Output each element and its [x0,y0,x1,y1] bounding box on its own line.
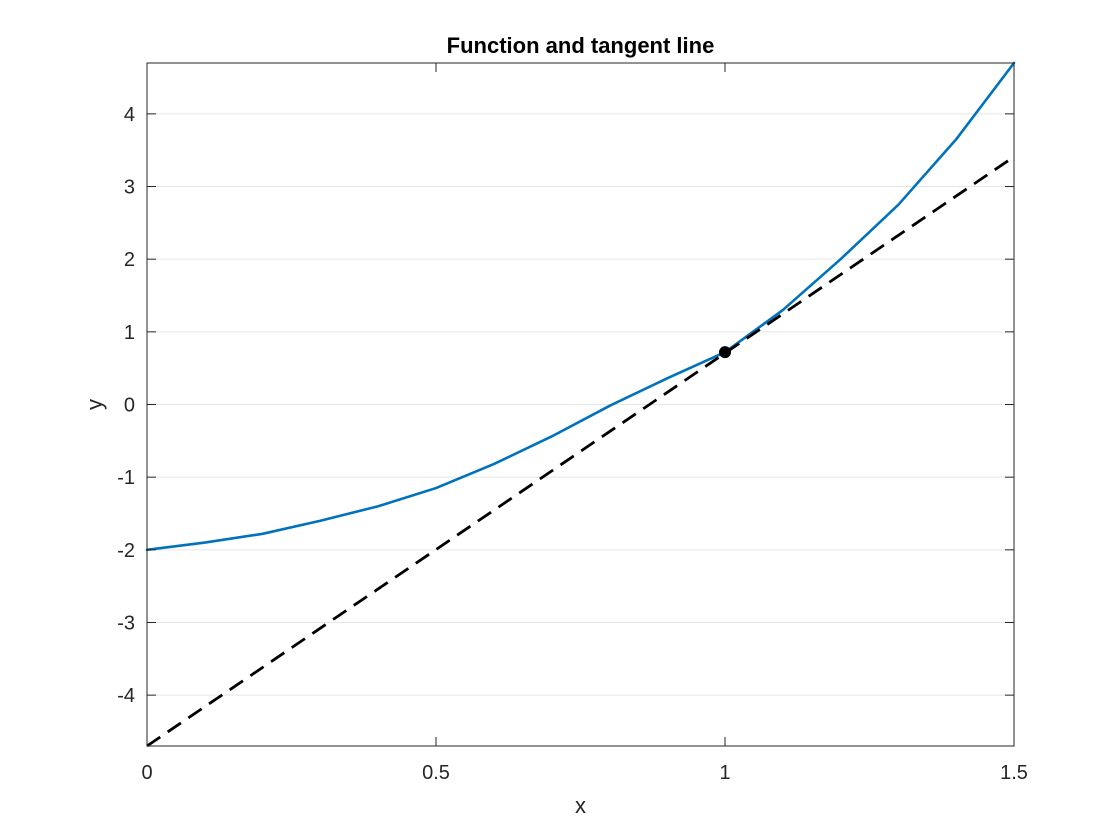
function-curve-series [145,61,1016,552]
y-tick-label: -3 [117,612,135,634]
y-tick-label: 1 [124,322,135,344]
x-tick-label: 0 [141,762,152,784]
y-axis-label: y [82,399,107,410]
y-tick-label: 0 [124,395,135,417]
chart-title: Function and tangent line [447,33,715,58]
x-tick-label: 1 [719,762,730,784]
y-tick-label: 2 [124,249,135,271]
y-tick-label: -4 [117,685,135,707]
y-tick-label: -2 [117,540,135,562]
grid [147,113,1014,696]
x-tick-label: 0.5 [422,762,450,784]
series-group [145,61,1016,748]
x-axis-label: x [575,793,586,818]
y-tick-label: 4 [124,104,135,126]
x-tick-label: 1.5 [1000,762,1028,784]
y-tick-label: 3 [124,177,135,199]
y-tick-label: -1 [117,467,135,489]
ticks: -4 -3 -2 -1 0 1 2 3 4 0 0.5 1 1.5 [117,63,1028,784]
tangent-point-marker [719,346,731,359]
